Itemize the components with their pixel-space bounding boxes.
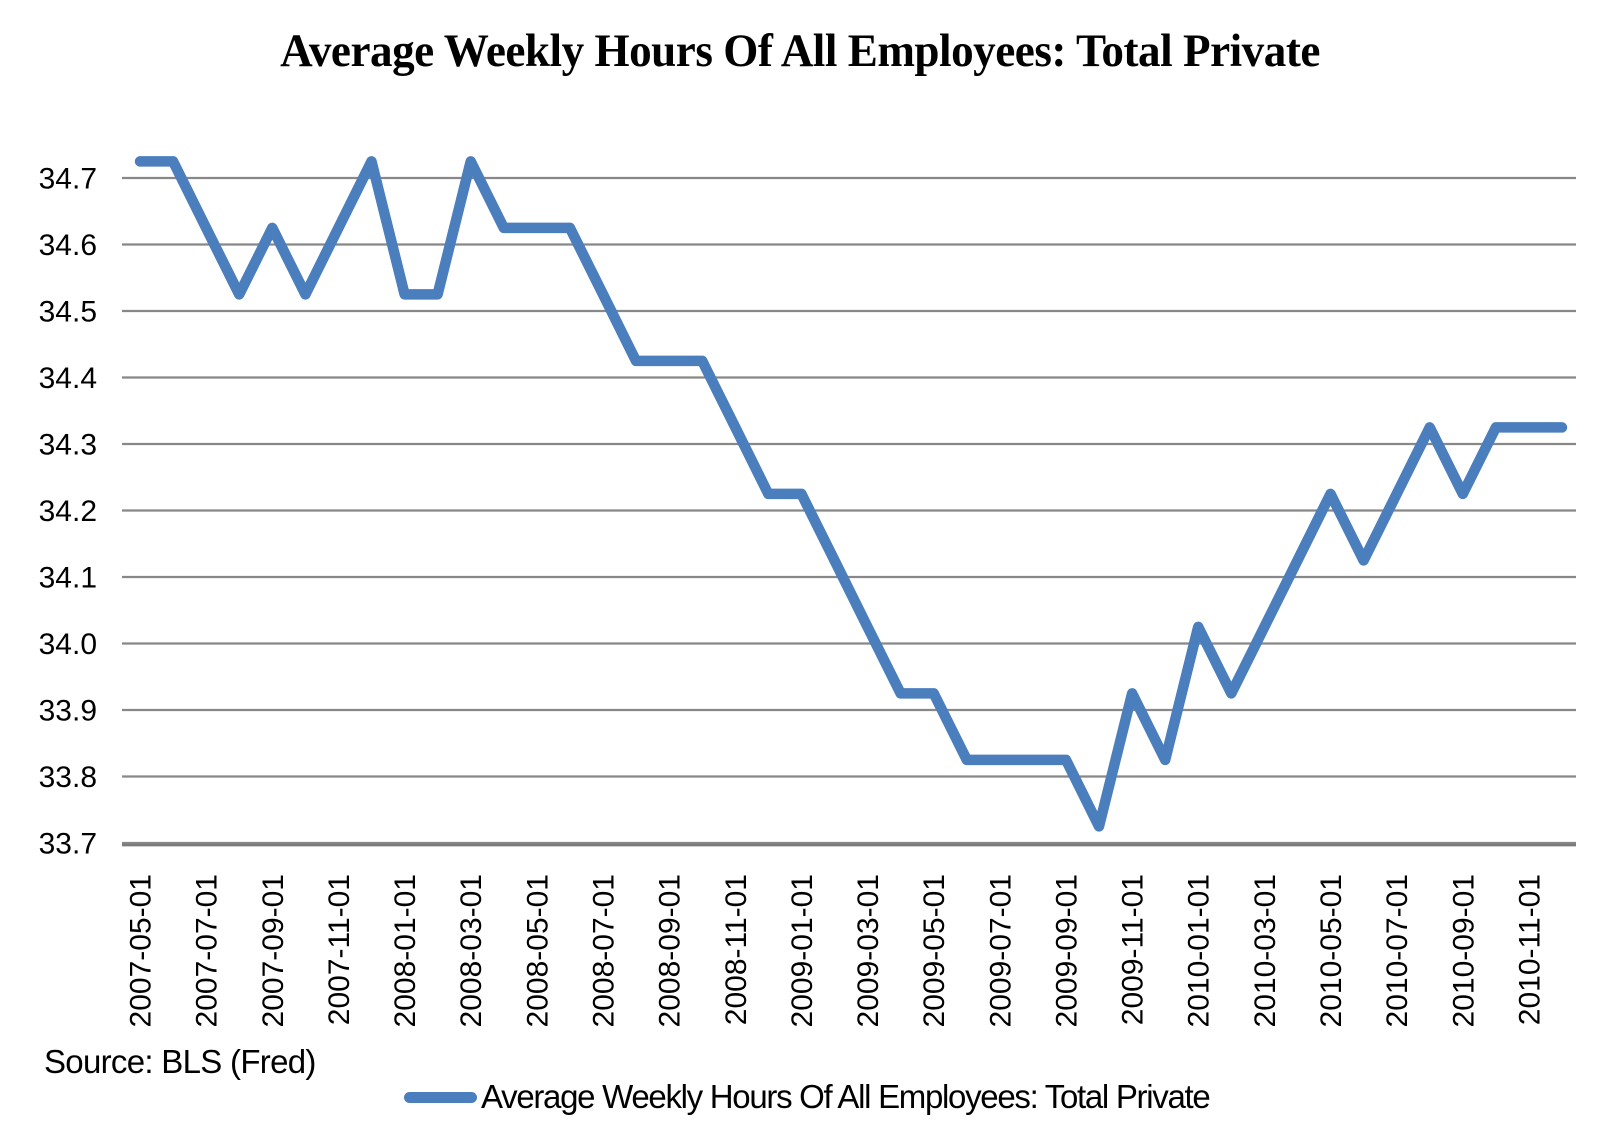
y-tick-label: 33.8 — [39, 761, 97, 794]
chart-title: Average Weekly Hours Of All Employees: T… — [280, 25, 1320, 77]
x-tick-label: 2010-05-01 — [1315, 874, 1348, 1027]
x-tick-label: 2009-01-01 — [786, 874, 819, 1027]
x-tick-label: 2007-05-01 — [125, 874, 158, 1027]
x-tick-label: 2010-09-01 — [1447, 874, 1480, 1027]
y-tick-label: 34.2 — [39, 495, 97, 528]
x-tick-label: 2007-09-01 — [257, 874, 290, 1027]
legend-line-swatch-icon — [404, 1091, 477, 1103]
x-tick-label: 2008-05-01 — [521, 874, 554, 1027]
y-tick-label: 34.6 — [39, 229, 97, 262]
legend: Average Weekly Hours Of All Employees: T… — [404, 1078, 1211, 1116]
source-note: Source: BLS (Fred) — [44, 1043, 316, 1080]
x-tick-label: 2009-03-01 — [852, 874, 885, 1027]
x-tick-label: 2010-01-01 — [1183, 874, 1216, 1027]
legend-label: Average Weekly Hours Of All Employees: T… — [481, 1078, 1211, 1115]
x-tick-label: 2009-09-01 — [1051, 874, 1084, 1027]
y-tick-label: 34.1 — [39, 562, 97, 595]
x-tick-label: 2008-11-01 — [720, 874, 753, 1025]
y-tick-label: 34.0 — [39, 628, 97, 661]
x-tick-label: 2008-07-01 — [588, 874, 621, 1027]
x-tick-label: 2010-03-01 — [1249, 874, 1282, 1027]
y-tick-label: 33.9 — [39, 695, 97, 728]
series-line — [134, 156, 1568, 832]
x-tick-label: 2008-01-01 — [389, 874, 422, 1027]
y-tick-label: 34.3 — [39, 429, 97, 462]
y-tick-label: 34.5 — [39, 296, 97, 329]
x-tick-label: 2010-11-01 — [1513, 874, 1546, 1025]
x-tick-label: 2008-03-01 — [455, 874, 488, 1027]
x-tick-label: 2010-07-01 — [1381, 874, 1414, 1027]
y-tick-label: 33.7 — [39, 828, 97, 861]
x-tick-label: 2007-11-01 — [323, 874, 356, 1025]
y-tick-label: 34.4 — [39, 362, 97, 395]
y-tick-label: 34.7 — [39, 163, 97, 196]
x-tick-label: 2007-07-01 — [191, 874, 224, 1027]
x-tick-label: 2009-05-01 — [918, 874, 951, 1027]
x-tick-label: 2008-09-01 — [654, 874, 687, 1027]
x-tick-label: 2009-07-01 — [984, 874, 1017, 1027]
x-tick-label: 2009-11-01 — [1117, 874, 1150, 1025]
